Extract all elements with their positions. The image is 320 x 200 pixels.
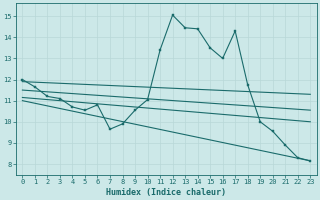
X-axis label: Humidex (Indice chaleur): Humidex (Indice chaleur) [106, 188, 226, 197]
